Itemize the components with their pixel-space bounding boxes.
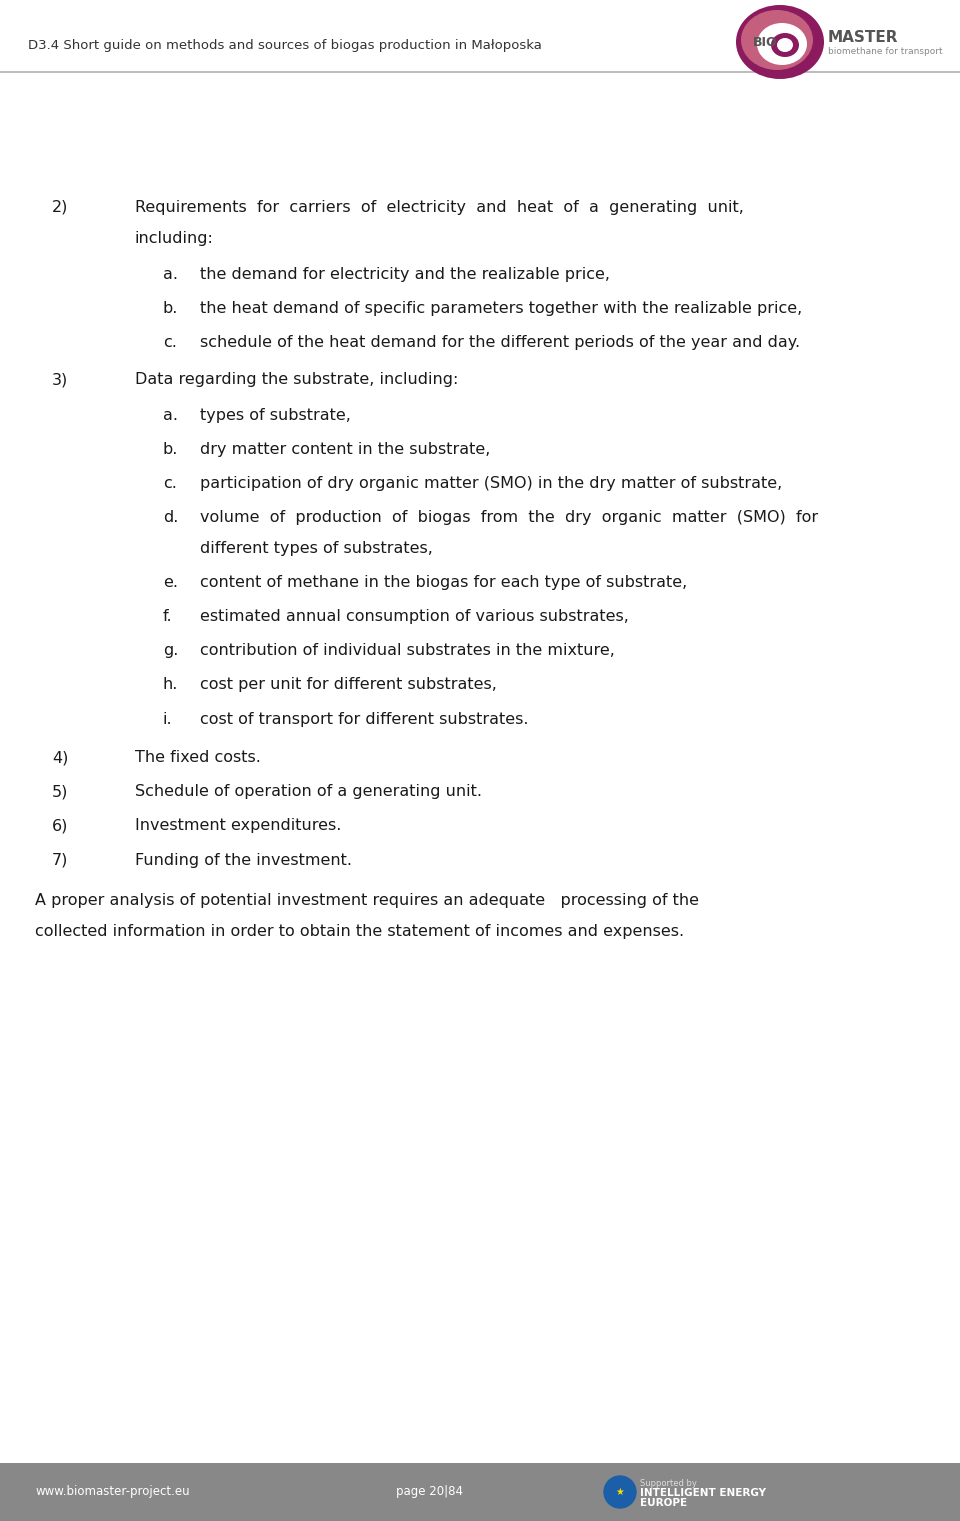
Text: i.: i.: [163, 712, 173, 727]
Text: D3.4 Short guide on methods and sources of biogas production in Małoposka: D3.4 Short guide on methods and sources …: [28, 38, 541, 52]
Text: INTELLIGENT ENERGY: INTELLIGENT ENERGY: [640, 1488, 766, 1498]
Text: participation of dry organic matter (SMO) in the dry matter of substrate,: participation of dry organic matter (SMO…: [200, 476, 782, 491]
Text: different types of substrates,: different types of substrates,: [200, 541, 433, 557]
Text: EUROPE: EUROPE: [640, 1498, 687, 1507]
Text: estimated annual consumption of various substrates,: estimated annual consumption of various …: [200, 610, 629, 624]
Text: ★: ★: [615, 1488, 624, 1497]
Text: cost of transport for different substrates.: cost of transport for different substrat…: [200, 712, 529, 727]
Text: Funding of the investment.: Funding of the investment.: [135, 853, 352, 867]
Text: d.: d.: [163, 510, 179, 525]
Text: b.: b.: [163, 301, 179, 316]
Text: types of substrate,: types of substrate,: [200, 408, 350, 423]
Text: page 20|84: page 20|84: [396, 1486, 464, 1498]
Text: including:: including:: [135, 231, 214, 246]
Text: Requirements  for  carriers  of  electricity  and  heat  of  a  generating  unit: Requirements for carriers of electricity…: [135, 199, 744, 214]
Text: Schedule of operation of a generating unit.: Schedule of operation of a generating un…: [135, 785, 482, 800]
Ellipse shape: [741, 11, 813, 70]
Text: the heat demand of specific parameters together with the realizable price,: the heat demand of specific parameters t…: [200, 301, 803, 316]
Text: Investment expenditures.: Investment expenditures.: [135, 818, 342, 834]
Bar: [0, 1463, 960, 1521]
Text: h.: h.: [163, 677, 179, 692]
Text: biomethane for transport: biomethane for transport: [828, 47, 943, 56]
Text: the demand for electricity and the realizable price,: the demand for electricity and the reali…: [200, 266, 610, 281]
Text: www.biomaster-project.eu: www.biomaster-project.eu: [35, 1486, 190, 1498]
Ellipse shape: [757, 23, 807, 65]
Text: content of methane in the biogas for each type of substrate,: content of methane in the biogas for eac…: [200, 575, 687, 590]
Text: schedule of the heat demand for the different periods of the year and day.: schedule of the heat demand for the diff…: [200, 335, 800, 350]
Text: cost per unit for different substrates,: cost per unit for different substrates,: [200, 677, 497, 692]
Text: contribution of individual substrates in the mixture,: contribution of individual substrates in…: [200, 643, 614, 659]
Text: b.: b.: [163, 441, 179, 456]
Text: BIO: BIO: [754, 37, 778, 50]
Text: f.: f.: [163, 610, 173, 624]
Text: A proper analysis of potential investment requires an adequate   processing of t: A proper analysis of potential investmen…: [35, 893, 699, 908]
Text: 2): 2): [52, 199, 68, 214]
Ellipse shape: [771, 33, 799, 56]
Text: MASTER: MASTER: [828, 30, 899, 46]
Text: volume  of  production  of  biogas  from  the  dry  organic  matter  (SMO)  for: volume of production of biogas from the …: [200, 510, 818, 525]
Text: a.: a.: [163, 266, 178, 281]
Text: Data regarding the substrate, including:: Data regarding the substrate, including:: [135, 373, 458, 386]
Text: dry matter content in the substrate,: dry matter content in the substrate,: [200, 441, 491, 456]
Text: 6): 6): [52, 818, 68, 834]
Circle shape: [604, 1475, 636, 1507]
Text: Supported by: Supported by: [640, 1480, 697, 1489]
Text: c.: c.: [163, 335, 177, 350]
Text: g.: g.: [163, 643, 179, 659]
Text: 7): 7): [52, 853, 68, 867]
Text: collected information in order to obtain the statement of incomes and expenses.: collected information in order to obtain…: [35, 923, 684, 938]
Text: The fixed costs.: The fixed costs.: [135, 750, 261, 765]
Text: 5): 5): [52, 785, 68, 800]
Text: e.: e.: [163, 575, 178, 590]
Text: 3): 3): [52, 373, 68, 386]
Ellipse shape: [777, 38, 793, 52]
Text: c.: c.: [163, 476, 177, 491]
Text: 4): 4): [52, 750, 68, 765]
Text: a.: a.: [163, 408, 178, 423]
Ellipse shape: [736, 5, 824, 79]
